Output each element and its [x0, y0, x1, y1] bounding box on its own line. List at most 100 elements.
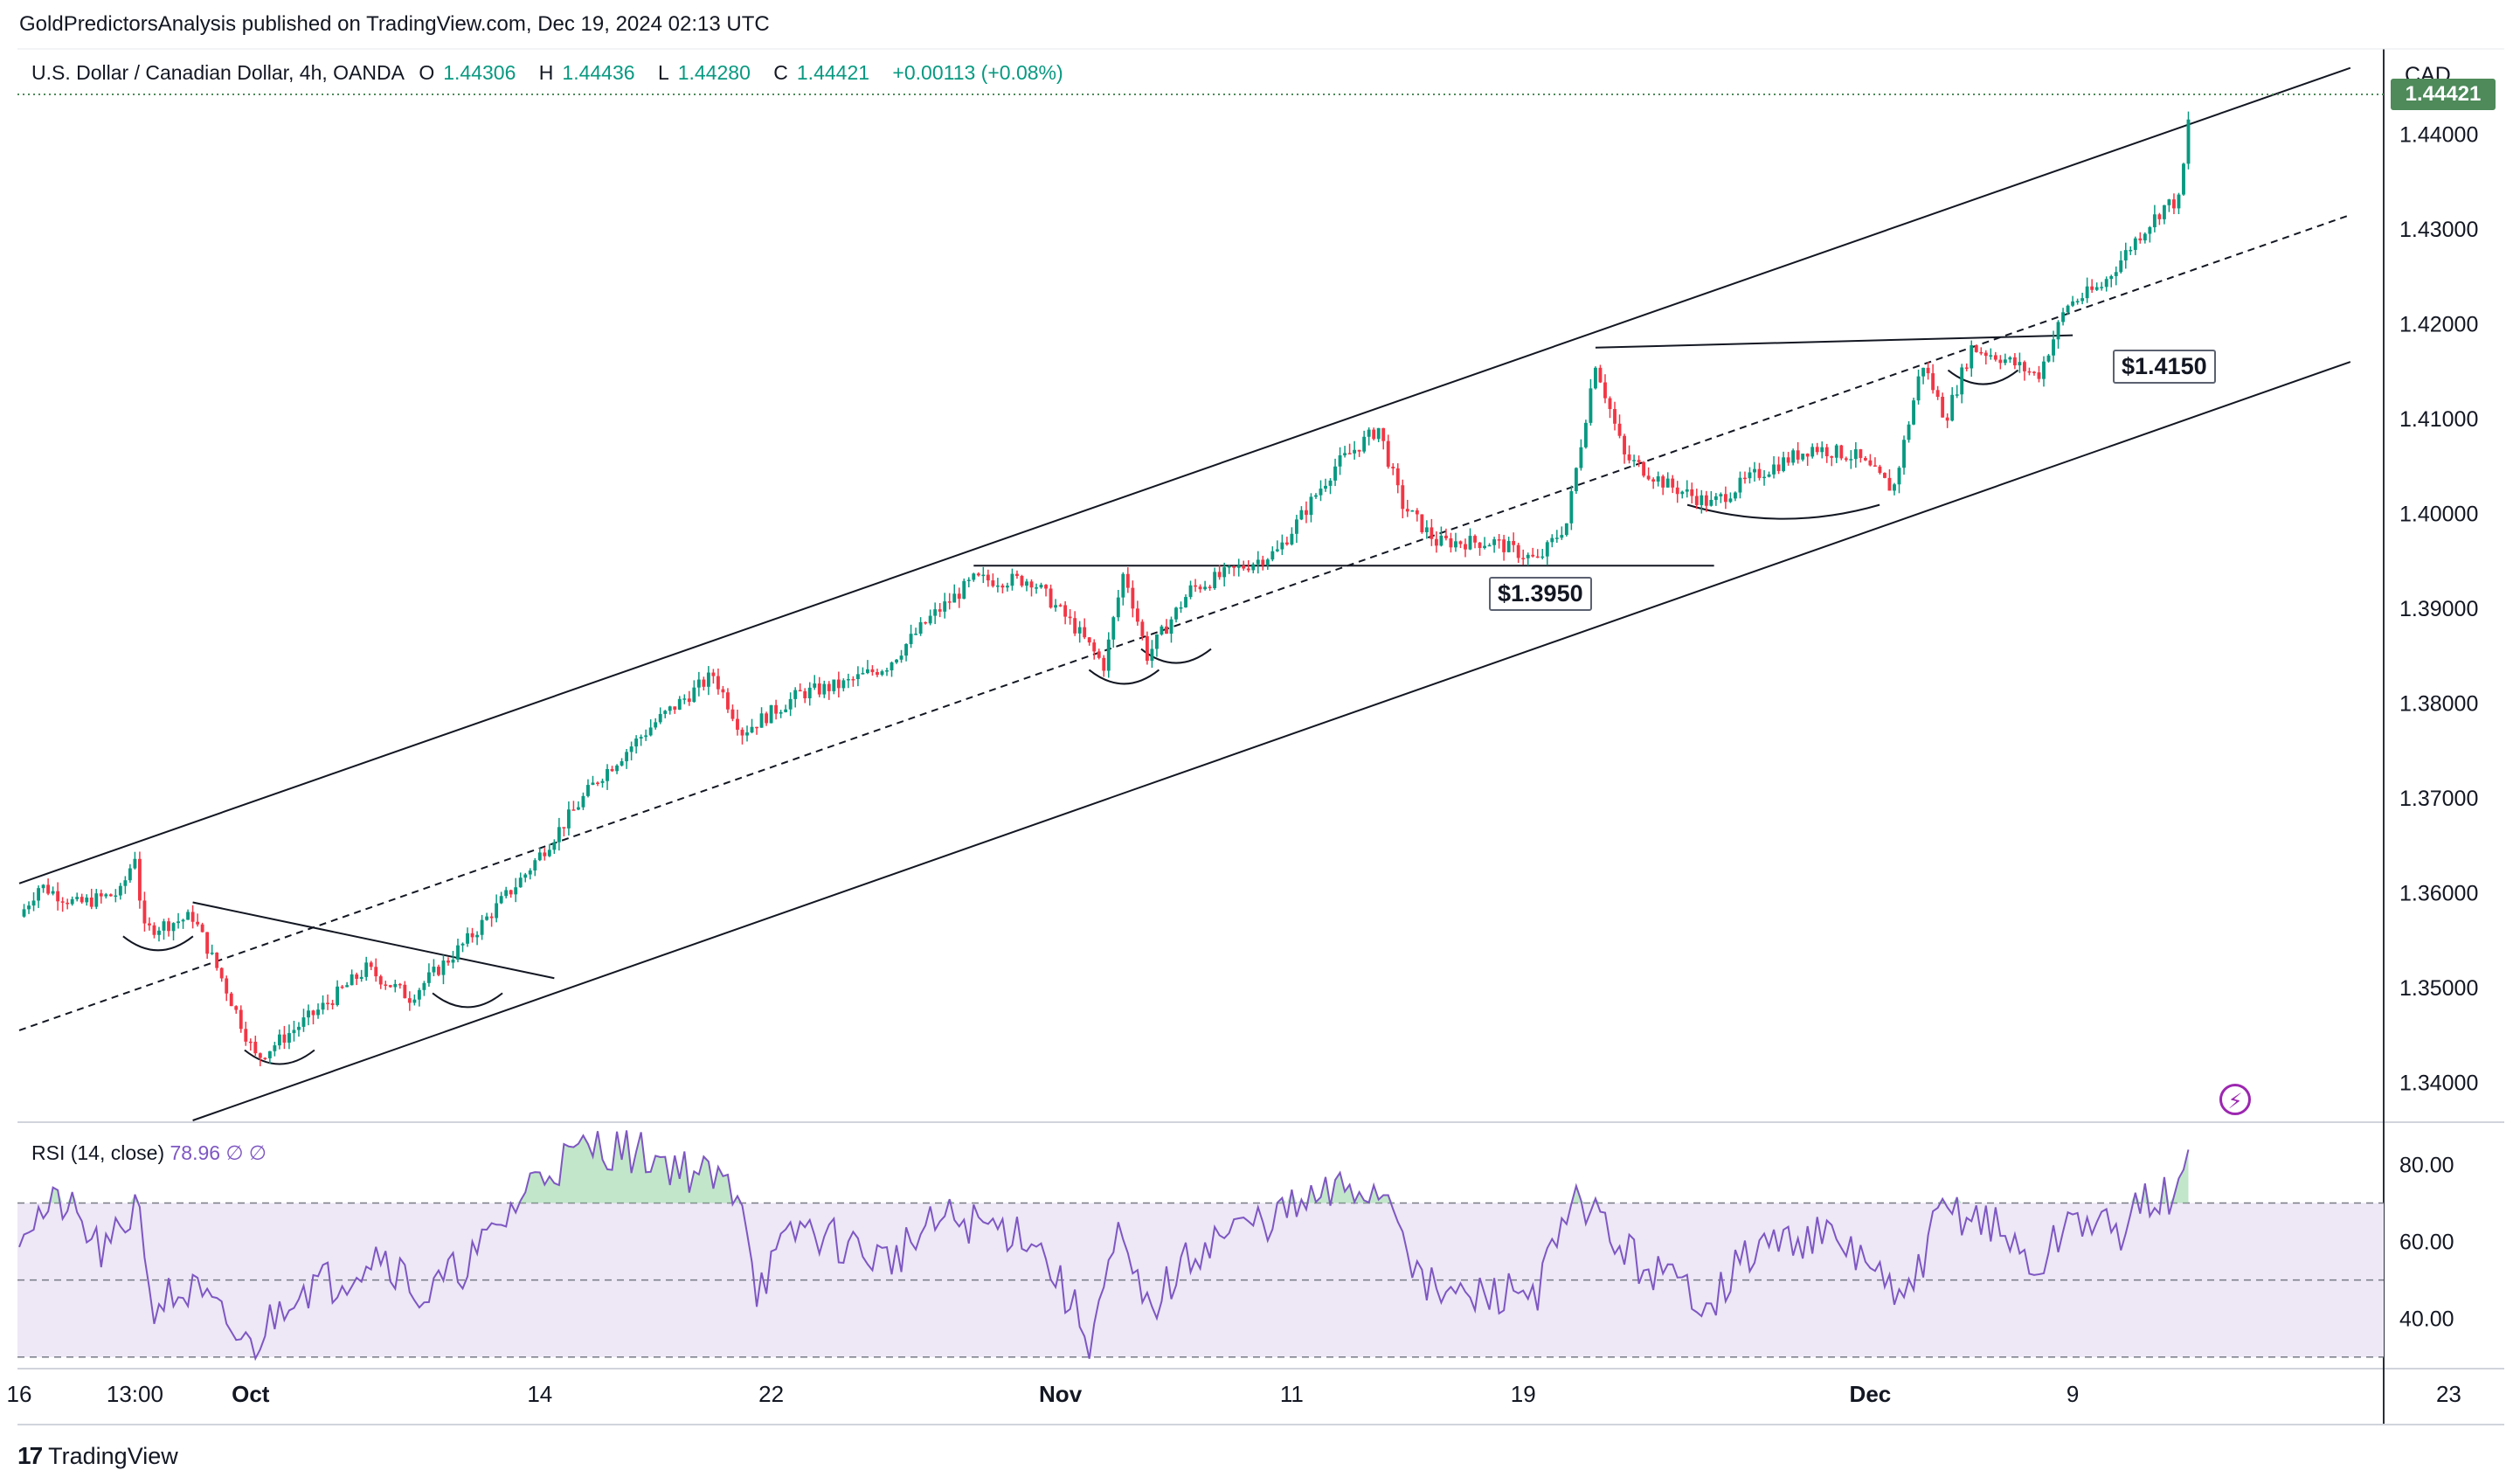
candle-body — [2167, 199, 2171, 205]
time-tick-label: Nov — [1039, 1381, 1083, 1407]
candle-body — [340, 986, 344, 988]
candle-body — [1188, 585, 1193, 598]
candle-body — [258, 1053, 262, 1058]
time-tick-label: 13:00 — [107, 1381, 163, 1407]
candle-body — [798, 690, 802, 692]
candle-body — [1319, 489, 1323, 496]
candle-body — [943, 601, 947, 612]
high-label: H — [538, 61, 554, 84]
candle-body — [1786, 457, 1790, 463]
candle-body — [591, 782, 595, 786]
candle-body — [1824, 447, 1829, 457]
candle-body — [1194, 585, 1197, 587]
candle-body — [832, 679, 836, 691]
candle-body — [1805, 454, 1810, 457]
candle-body — [841, 680, 846, 689]
candle-body — [1608, 398, 1612, 410]
candle-body — [2056, 322, 2060, 340]
candle-body — [1454, 541, 1457, 548]
rsi-extra-2: ∅ — [248, 1141, 267, 1164]
candle-body — [1723, 494, 1727, 503]
candle-body — [378, 976, 383, 985]
candle-body — [1921, 367, 1926, 377]
candle-body — [876, 671, 879, 676]
candle-body — [547, 849, 551, 856]
candle-body — [196, 921, 200, 925]
candle-body — [485, 916, 489, 920]
candle-body — [779, 711, 783, 714]
candle-body — [1713, 496, 1718, 500]
candle-body — [398, 983, 402, 986]
candle-body — [1111, 617, 1116, 640]
candle-body — [1941, 397, 1945, 418]
candle-body — [1328, 480, 1333, 486]
candle-body — [1290, 533, 1294, 544]
candle-body — [2129, 249, 2133, 252]
candle-body — [499, 896, 503, 904]
candle-body — [2080, 298, 2085, 302]
candle-body — [807, 687, 812, 698]
candle-body — [1372, 429, 1376, 440]
candle-body — [1564, 523, 1568, 536]
candle-body — [1444, 535, 1448, 538]
candle-body — [1058, 605, 1063, 607]
candle-body — [711, 672, 716, 676]
candle-body — [426, 972, 431, 983]
candle-body — [297, 1026, 301, 1030]
candle-body — [1738, 477, 1742, 493]
candle-body — [1025, 581, 1028, 586]
candles — [22, 111, 2191, 1067]
candle-body — [1314, 495, 1318, 497]
candle-body — [866, 669, 869, 674]
candle-body — [1184, 597, 1187, 607]
candle-body — [1299, 510, 1304, 520]
candle-body — [909, 634, 913, 644]
candle-body — [1020, 575, 1024, 586]
candle-body — [1849, 459, 1853, 461]
candle-body — [186, 912, 190, 920]
candle-body — [1868, 460, 1873, 466]
candle-body — [152, 925, 156, 935]
candle-body — [1945, 417, 1949, 421]
candle-body — [668, 706, 672, 711]
candle-body — [1430, 527, 1434, 539]
candle-body — [813, 683, 817, 688]
candle-body — [1540, 556, 1545, 558]
candle-body — [759, 713, 764, 728]
candle-body — [962, 580, 966, 600]
candle-body — [41, 884, 45, 889]
lightning-icon[interactable]: ⚡ — [2219, 1084, 2251, 1115]
low-value: 1.44280 — [677, 61, 751, 84]
price-tick-label: 1.36000 — [2399, 882, 2478, 906]
candle-body — [75, 897, 80, 899]
candle-body — [157, 930, 161, 935]
candle-body — [248, 1041, 253, 1044]
candle-body — [803, 690, 807, 698]
candle-body — [229, 993, 233, 1007]
tradingview-logo[interactable]: 17 TradingView — [17, 1442, 178, 1470]
candle-body — [918, 621, 923, 635]
candle-body — [721, 689, 725, 693]
candle-body — [2143, 233, 2147, 241]
candle-body — [518, 877, 523, 888]
candle-body — [171, 923, 176, 932]
price-tick-label: 1.34000 — [2399, 1071, 2478, 1096]
candle-body — [1434, 538, 1438, 546]
candle-body — [1810, 447, 1815, 457]
candle-body — [1623, 435, 1626, 454]
candle-body — [1135, 608, 1139, 622]
open-value: 1.44306 — [443, 61, 516, 84]
candle-body — [914, 634, 918, 635]
candle-body — [620, 761, 624, 766]
candle-body — [1704, 495, 1708, 506]
candle-body — [644, 735, 648, 738]
candle-body — [1554, 537, 1559, 539]
time-axis: 16 13:00 Oct 14 22 Nov 11 19 Dec 9 23 — [7, 1381, 2461, 1407]
candle-body — [2023, 362, 2026, 371]
candle-body — [326, 1002, 329, 1004]
candle-body — [870, 669, 875, 672]
tradingview-logo-icon: 17 — [17, 1442, 43, 1469]
candle-body — [1907, 424, 1911, 440]
candle-body — [1893, 484, 1896, 491]
